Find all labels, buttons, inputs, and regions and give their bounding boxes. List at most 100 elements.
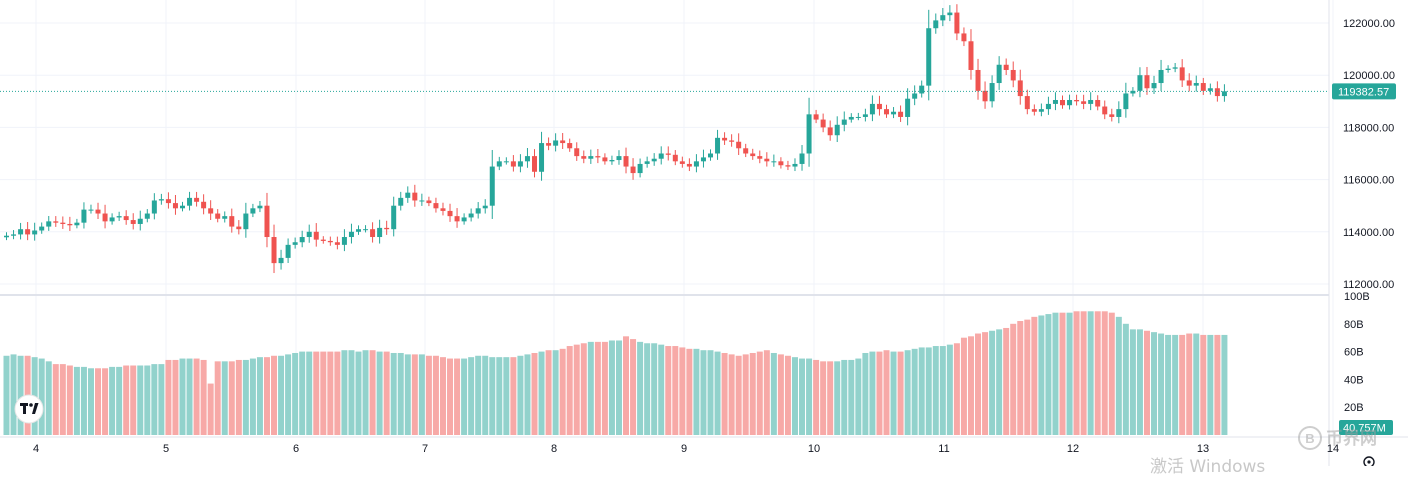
candle-body — [370, 229, 376, 238]
candle-body — [1060, 99, 1065, 106]
candle-body — [137, 218, 143, 224]
candle-body — [1109, 114, 1115, 117]
volume-bar — [102, 368, 109, 435]
volume-bar — [207, 383, 214, 435]
candle-body — [334, 242, 340, 245]
volume-bar — [1094, 311, 1101, 435]
volume-bar — [883, 350, 890, 435]
time-tick-label: 13 — [1197, 443, 1209, 455]
candle-body — [841, 119, 847, 125]
candle-body — [489, 166, 495, 206]
candle-body — [989, 83, 995, 102]
settings-gear-icon[interactable] — [1363, 456, 1375, 468]
candle-body — [348, 231, 354, 238]
candle-body — [855, 116, 861, 118]
volume-bar — [3, 355, 10, 435]
volume-bar — [348, 350, 355, 435]
volume-bar — [454, 358, 461, 435]
volume-bar — [1165, 334, 1172, 435]
candle-body — [18, 229, 24, 235]
candle-body — [1123, 93, 1129, 110]
candle-body — [4, 235, 9, 238]
volume-bar — [299, 351, 306, 435]
volume-bar — [1003, 327, 1010, 435]
candle-body — [722, 137, 728, 141]
volume-bar — [580, 343, 587, 435]
candle-body — [644, 161, 650, 164]
candle-body — [799, 153, 805, 164]
candle-body — [700, 157, 706, 162]
volume-bar — [1080, 311, 1087, 435]
candle-body — [884, 109, 889, 115]
candle-body — [496, 161, 502, 167]
candle-body — [250, 208, 256, 214]
volume-bar — [271, 355, 278, 435]
volume-bar — [559, 348, 566, 435]
candle-body — [905, 98, 911, 117]
candle-body — [165, 199, 171, 204]
candle-body — [1158, 69, 1164, 84]
volume-bar — [707, 350, 714, 435]
volume-bar — [137, 365, 144, 435]
volume-bar — [292, 352, 299, 435]
time-tick-label: 11 — [938, 443, 949, 455]
candle-body — [806, 114, 812, 154]
candle-body — [363, 229, 369, 231]
volume-bar — [827, 361, 834, 435]
candle-body — [461, 217, 467, 222]
candle-body — [743, 148, 749, 154]
tradingview-logo-icon[interactable] — [14, 394, 44, 424]
candle-body — [398, 197, 404, 206]
volume-bar — [989, 330, 996, 435]
candle-body — [426, 200, 432, 204]
candle-body — [222, 216, 228, 219]
candle-body — [1081, 101, 1087, 104]
candle-body — [1165, 68, 1171, 70]
volume-bar — [644, 343, 651, 435]
volume-bar — [95, 368, 102, 435]
volume-bar — [263, 357, 270, 435]
time-tick-label: 12 — [1067, 443, 1079, 455]
candle-body — [405, 192, 411, 198]
candle-body — [384, 227, 390, 230]
candle-body — [1137, 75, 1143, 91]
candle-body — [172, 203, 178, 209]
candle-body — [278, 257, 284, 264]
candle-body — [581, 156, 587, 159]
candle-body — [560, 140, 566, 144]
candle-body — [933, 20, 939, 29]
candle-body — [341, 237, 347, 245]
volume-bar — [362, 350, 369, 435]
volume-bar — [461, 358, 468, 435]
volume-bar — [587, 341, 594, 435]
candle-body — [264, 205, 270, 238]
candle-body — [1010, 69, 1016, 81]
volume-bar — [890, 351, 897, 435]
candle-body — [215, 213, 221, 219]
candle-body — [180, 205, 185, 209]
volume-bar — [735, 355, 742, 435]
volume-tick-label: 80B — [1344, 319, 1364, 331]
volume-bar — [503, 357, 510, 435]
volume-bar — [1136, 329, 1143, 435]
candle-body — [898, 111, 904, 117]
volume-bar — [869, 351, 876, 435]
volume-bar — [665, 346, 672, 435]
candle-body — [1067, 99, 1073, 106]
candle-body — [1045, 103, 1051, 110]
candle-body — [1088, 99, 1094, 104]
volume-bar — [116, 366, 123, 435]
volume-bar — [630, 339, 637, 435]
candle-body — [144, 213, 150, 219]
candle-body — [1017, 80, 1023, 97]
volume-bar — [390, 352, 397, 435]
volume-bar — [1186, 333, 1193, 435]
volume-bar — [700, 350, 707, 435]
time-tick-label: 4 — [33, 443, 39, 455]
volume-tick-label: 40B — [1344, 374, 1364, 386]
volume-bar — [411, 354, 418, 435]
volume-bar — [144, 365, 151, 435]
volume-bar — [939, 346, 946, 435]
candle-body — [750, 153, 756, 157]
